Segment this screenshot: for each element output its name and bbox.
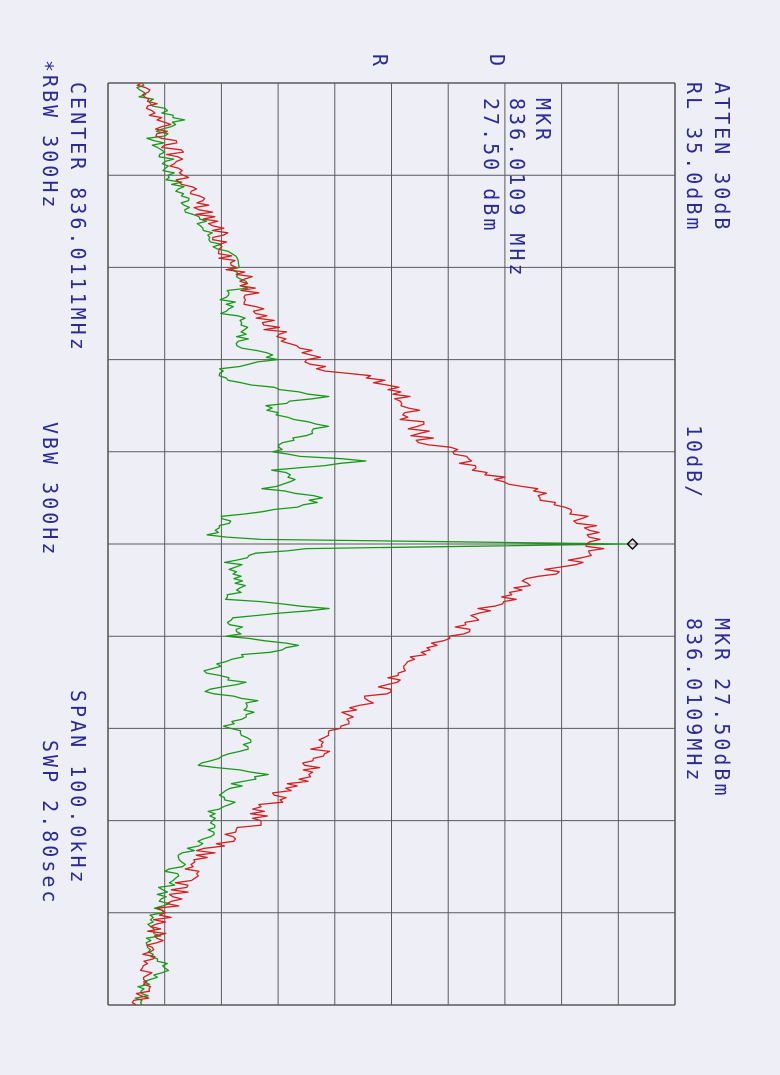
marker-readout: MKR 27.50dBm [710,618,734,799]
marker-box-label: MKR [531,98,555,144]
rbw-label: ∗RBW 300Hz [38,60,62,211]
marker-box-freq: 836.0109 MHz [505,98,529,279]
center-freq-label: CENTER 836.0111MHz [66,82,90,353]
graticule [107,82,676,1006]
vbw-label: VBW 300Hz [38,422,62,558]
marker-box-amplitude: 27.50 dBm [479,98,503,234]
ref-level-label: RL 35.0dBm [682,82,706,233]
marker-freq-readout: 836.0109MHz [682,618,706,784]
span-label: SPAN 100.0kHz [66,690,90,886]
trace-tag-r: R [368,54,392,70]
marker-diamond [626,537,639,551]
trace-tag-d: D [485,54,509,70]
atten-label: ATTEN 30dB [710,82,734,233]
sweep-label: SWP 2.80sec [38,740,62,906]
traces [131,82,631,1006]
trace-r [131,82,605,1006]
scale-label: 10dB/ [682,425,706,501]
marker-group [626,537,639,551]
trace-d [134,82,631,1006]
